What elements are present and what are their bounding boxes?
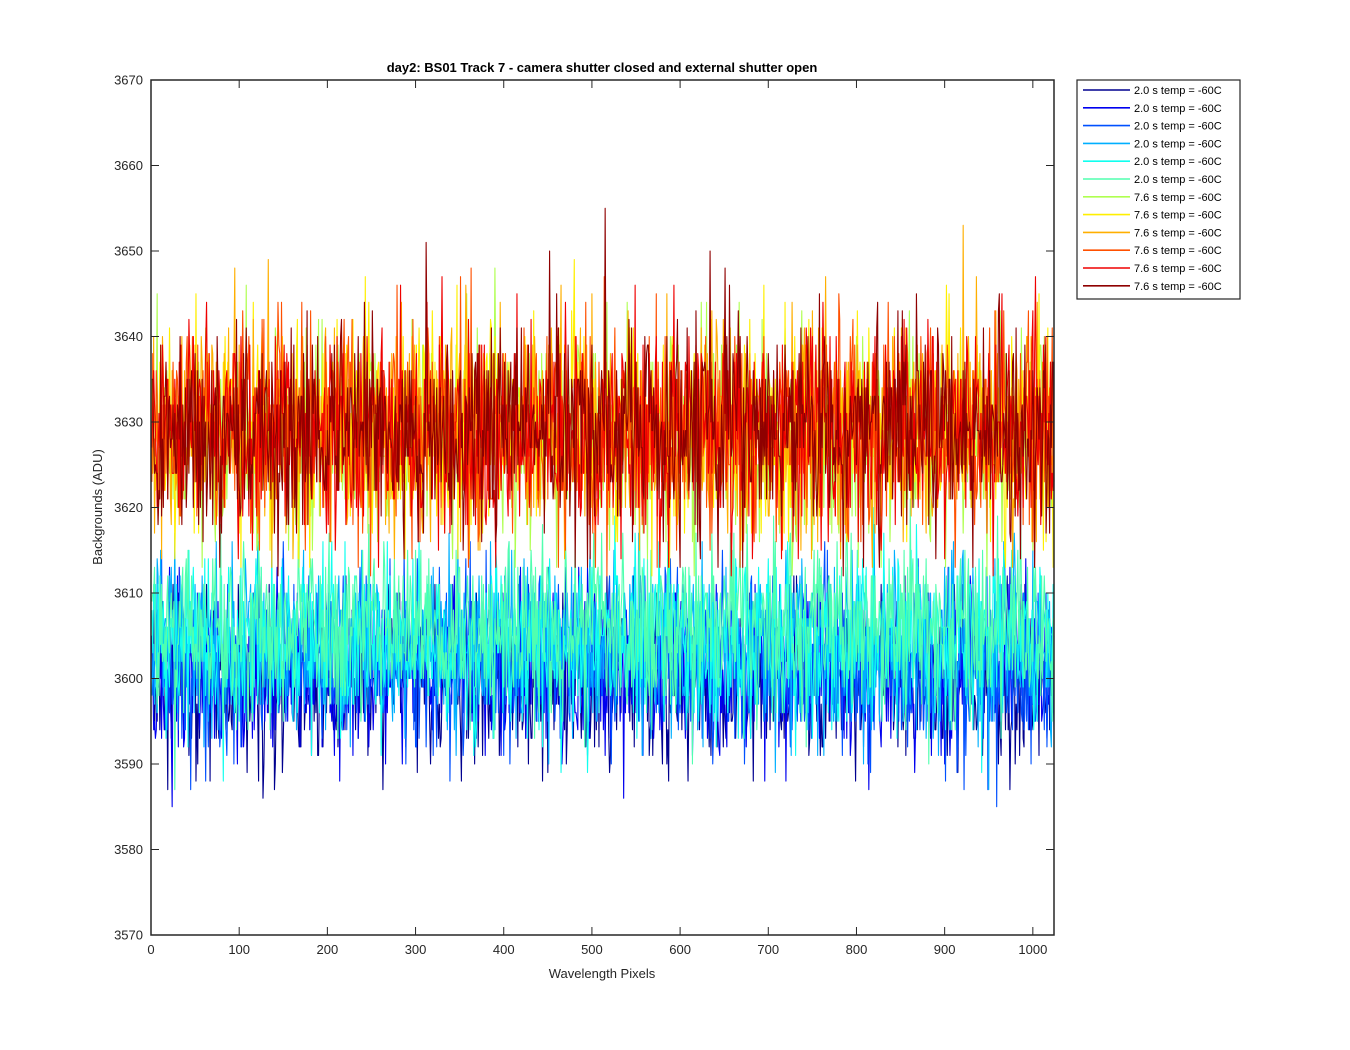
x-tick-label: 0 [147,942,154,957]
legend-entry-label: 7.6 s temp = -60C [1134,281,1222,293]
x-tick-label: 900 [934,942,956,957]
x-axis: 0 100 200 300 400 500 600 700 800 900 1000 [147,80,1047,957]
legend-entry-label: 7.6 s temp = -60C [1134,192,1222,204]
x-tick-label: 200 [317,942,339,957]
x-tick-label: 600 [669,942,691,957]
x-tick-label: 100 [228,942,250,957]
legend-box [1076,79,1241,300]
legend-entry-label: 2.0 s temp = -60C [1134,174,1222,186]
x-tick-label: 300 [405,942,427,957]
y-tick-label: 3630 [114,415,143,430]
series-line-12 [151,207,1055,577]
y-tick-label: 3650 [114,244,143,259]
legend-entry-label: 7.6 s temp = -60C [1134,245,1222,257]
x-tick-label: 1000 [1018,942,1047,957]
legend: 2.0 s temp = -60C 2.0 s temp = -60C 2.0 s … [1076,79,1241,300]
y-tick-label: 3600 [114,671,143,686]
y-axis-label: Backgrounds (ADU) [90,449,105,565]
x-tick-label: 500 [581,942,603,957]
legend-entry-label: 2.0 s temp = -60C [1134,85,1222,97]
x-tick-label: 400 [493,942,515,957]
legend-entry-label: 7.6 s temp = -60C [1134,227,1222,239]
y-tick-label: 3610 [114,586,143,601]
legend-entry-label: 7.6 s temp = -60C [1134,263,1222,275]
y-tick-label: 3580 [114,842,143,857]
legend-entry-label: 2.0 s temp = -60C [1134,103,1222,115]
legend-entry-label: 2.0 s temp = -60C [1134,156,1222,168]
legend-entry-label: 2.0 s temp = -60C [1134,138,1222,150]
series-layer [151,207,1055,808]
legend-entry-label: 2.0 s temp = -60C [1134,121,1222,133]
y-tick-label: 3660 [114,158,143,173]
x-tick-label: 700 [757,942,779,957]
chart-title: day2: BS01 Track 7 - camera shutter clos… [387,60,818,75]
y-tick-label: 3620 [114,500,143,515]
x-tick-label: 800 [846,942,868,957]
series-line-6 [151,498,1055,791]
legend-entry-label: 7.6 s temp = -60C [1134,210,1222,222]
y-tick-label: 3670 [114,73,143,88]
y-tick-label: 3640 [114,329,143,344]
y-tick-label: 3570 [114,928,143,943]
y-axis: 3570 3580 3590 3600 3610 3620 3630 3640 3650 3660… [114,73,1054,943]
y-tick-label: 3590 [114,757,143,772]
x-axis-label: Wavelength Pixels [549,966,656,981]
